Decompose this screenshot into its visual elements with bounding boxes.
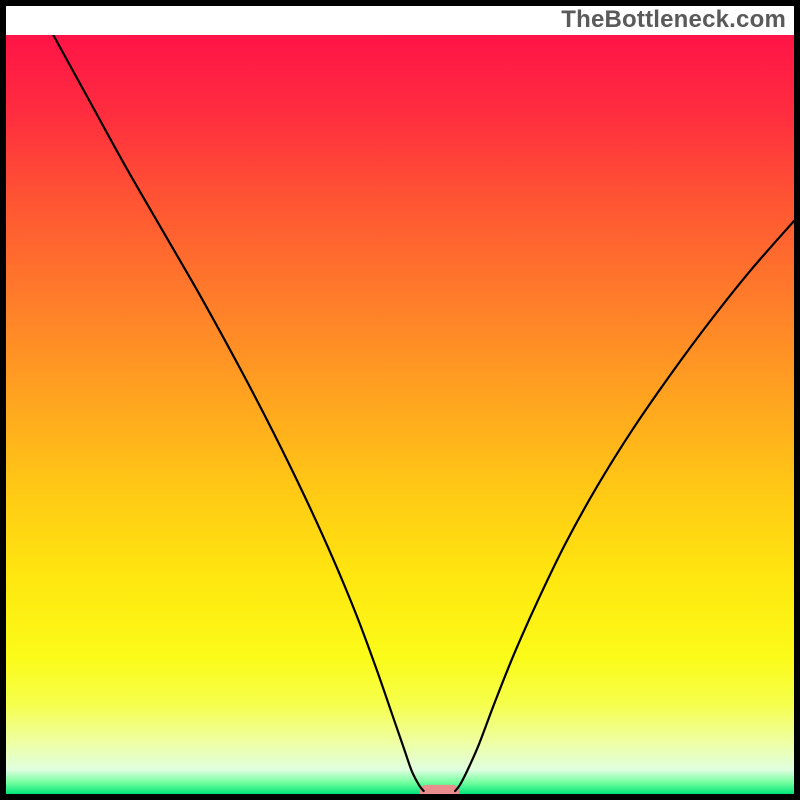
outer-border	[0, 0, 800, 800]
attribution-text: TheBottleneck.com	[561, 6, 786, 34]
chart-container: TheBottleneck.com	[0, 0, 800, 800]
